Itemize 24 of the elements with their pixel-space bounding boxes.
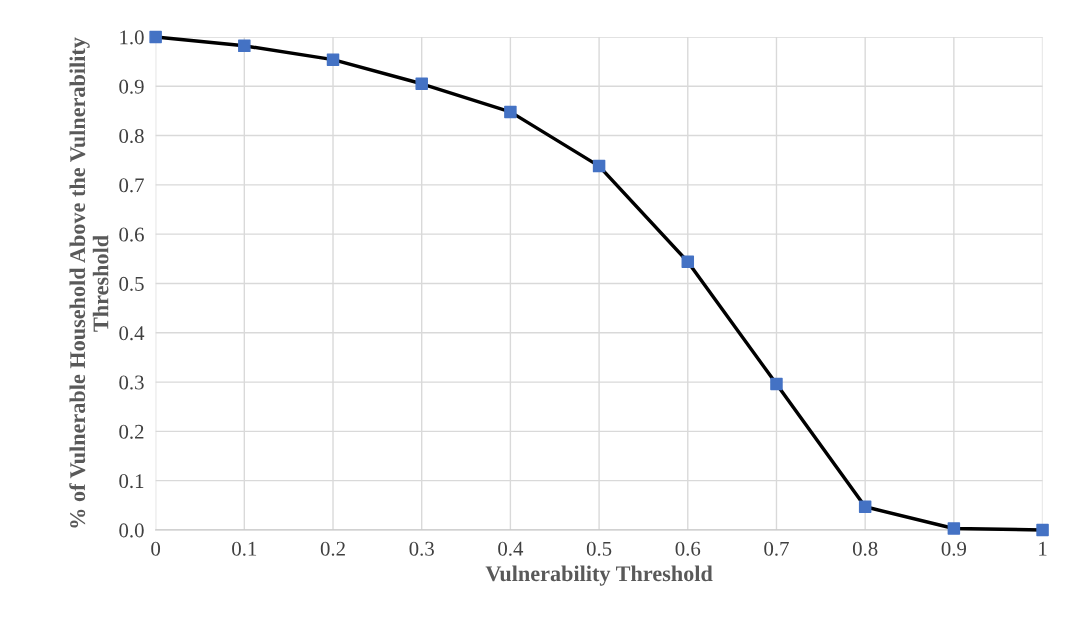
- y-tick-label: 0.1: [119, 474, 144, 489]
- x-tick-label: 0.7: [764, 541, 789, 556]
- y-tick-label: 0.5: [119, 276, 144, 291]
- x-tick-label: 0.1: [232, 541, 257, 556]
- y-tick-label: 0.3: [119, 375, 144, 390]
- x-axis-title: Vulnerability Threshold: [485, 565, 713, 586]
- x-tick-label: 0.8: [852, 541, 878, 556]
- x-tick-label: 0.5: [586, 541, 612, 556]
- y-tick-label: 1.0: [120, 30, 144, 45]
- y-tick-label: 0.9: [119, 79, 144, 94]
- y-tick-label: 0.0: [119, 523, 144, 538]
- y-tick-label: 0.6: [119, 227, 144, 242]
- x-tick-label: 0.2: [320, 541, 345, 556]
- x-tick-label: 0.3: [409, 541, 434, 556]
- x-tick-label: 1: [1039, 541, 1047, 556]
- y-tick-label: 0.2: [119, 424, 144, 439]
- y-tick-label: 0.7: [119, 178, 144, 193]
- y-tick-label: 0.8: [119, 128, 144, 144]
- x-tick-label: 0.6: [675, 541, 701, 556]
- y-tick-label: 0.4: [119, 326, 145, 341]
- x-tick-label: 0.4: [498, 541, 524, 556]
- y-axis-title: % of Vulnerable Household Above the Vulnerability Threshold: [69, 37, 109, 528]
- x-tick-label: 0.9: [941, 541, 967, 556]
- x-tick-label: 0: [151, 541, 161, 556]
